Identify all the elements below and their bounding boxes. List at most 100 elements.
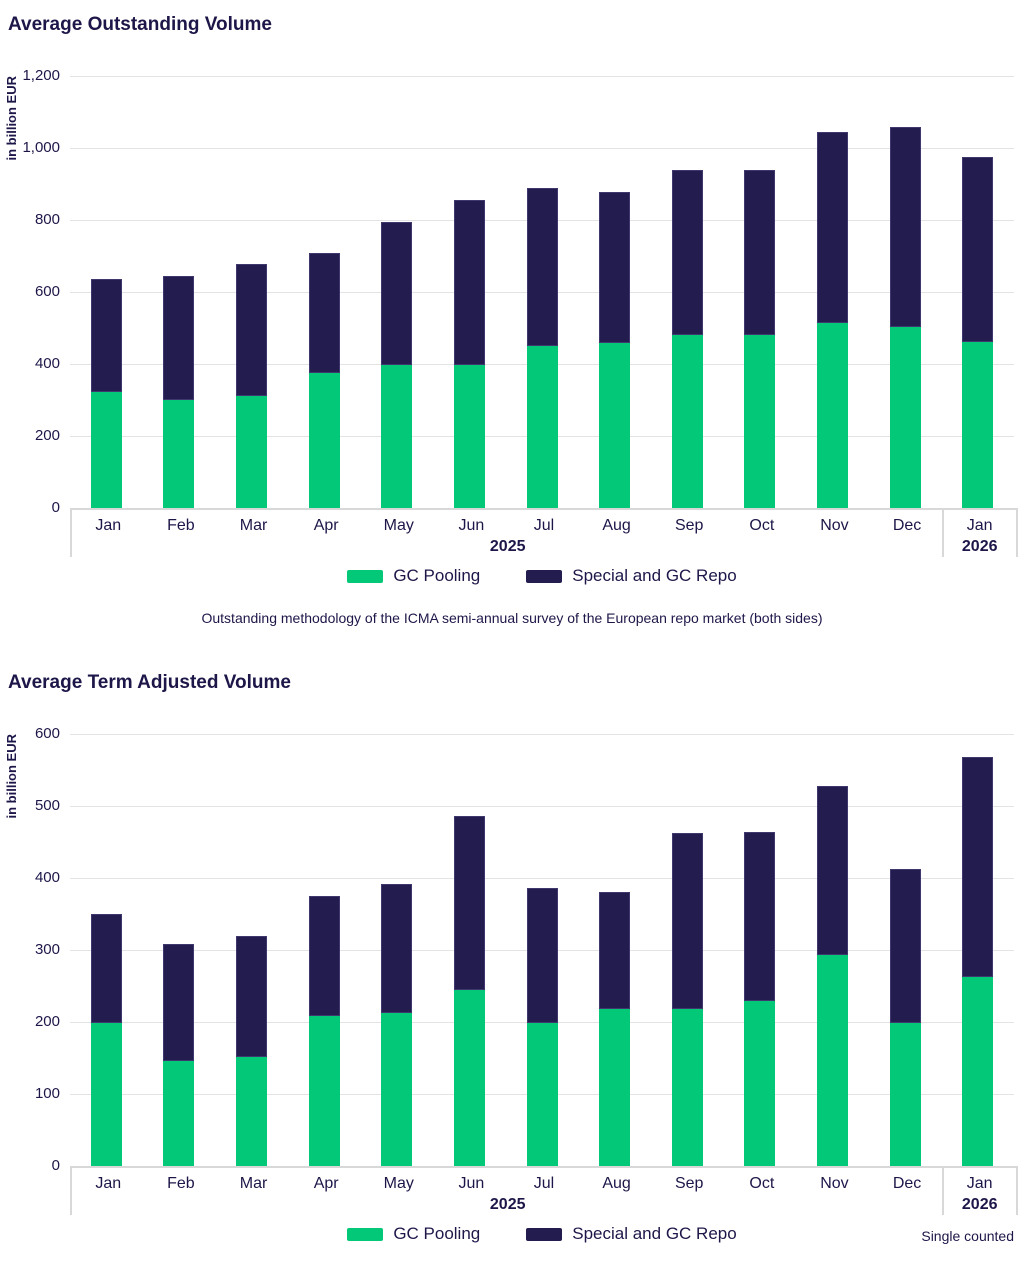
gc-pooling-segment [962, 342, 994, 508]
special-gc-repo-segment [816, 785, 848, 956]
gc-pooling-segment [526, 1023, 558, 1166]
gc-pooling-segment [816, 955, 848, 1166]
legend-label: Special and GC Repo [572, 566, 737, 585]
gc-pooling-segment [744, 335, 776, 508]
year-label: 2025 [489, 538, 526, 555]
gc-pooling-segment [90, 391, 122, 508]
plot-area [70, 75, 1014, 508]
x-tick-label: May [383, 517, 414, 534]
y-tick-label: 1,200 [22, 67, 60, 84]
special-gc-repo-segment [90, 278, 122, 392]
legend-item-gc-pooling: GC Pooling [347, 566, 480, 586]
legend-label: GC Pooling [393, 1224, 481, 1243]
methodology-footnote: Outstanding methodology of the ICMA semi… [201, 610, 823, 626]
x-tick-label: Dec [892, 517, 922, 534]
gc-pooling-swatch [347, 569, 384, 583]
special-gc-repo-segment [962, 757, 994, 978]
gc-pooling-segment [381, 365, 413, 508]
x-tick-label: Jun [458, 1175, 485, 1192]
y-tick-label: 500 [34, 797, 60, 814]
gc-pooling-segment [453, 365, 485, 508]
special-gc-repo-segment [526, 888, 558, 1024]
special-gc-repo-segment [308, 896, 340, 1016]
gc-pooling-segment [163, 400, 195, 508]
plot-area [70, 733, 1014, 1166]
special-gc-repo-segment [962, 157, 994, 343]
x-tick-label: May [383, 1175, 414, 1192]
gc-pooling-segment [381, 1012, 413, 1166]
special-gc-repo-segment [744, 170, 776, 336]
gridline [70, 147, 1014, 149]
y-tick-label: 800 [34, 211, 60, 228]
special-gc-repo-segment [236, 264, 268, 397]
x-tick-label: Aug [602, 517, 631, 534]
gc-pooling-segment [308, 373, 340, 508]
gridline [70, 733, 1014, 735]
y-tick-label: 100 [34, 1085, 60, 1102]
year-label: 2025 [489, 1196, 526, 1213]
x-tick-label: Apr [313, 1175, 339, 1192]
legend-item-special-gc-repo: Special and GC Repo [526, 566, 737, 586]
special-gc-repo-segment [381, 884, 413, 1013]
year-label: 2026 [961, 538, 998, 555]
gc-pooling-segment [236, 1057, 268, 1166]
year-divider [942, 1168, 945, 1215]
legend-label: GC Pooling [393, 566, 481, 585]
legend: GC Pooling Special and GC Repo [70, 566, 1014, 586]
legend: GC Pooling Special and GC Repo [70, 1224, 1014, 1244]
gc-pooling-segment [90, 1023, 122, 1166]
gc-pooling-swatch [347, 1227, 384, 1241]
special-gc-repo-segment [453, 200, 485, 366]
chart-title: Average Term Adjusted Volume [8, 672, 291, 693]
gc-pooling-segment [599, 342, 631, 508]
x-tick-label: Jan [966, 517, 993, 534]
x-axis: Jan Feb Mar Apr May Jun Jul Aug Sep Oct Nov Dec Jan 2… [70, 508, 1018, 557]
x-axis: Jan Feb Mar Apr May Jun Jul Aug Sep Oct Nov Dec Jan 2… [70, 1166, 1018, 1215]
x-tick-label: Sep [674, 517, 704, 534]
special-gc-repo-segment [453, 816, 485, 990]
x-tick-label: Jan [95, 517, 122, 534]
x-tick-label: Feb [167, 1175, 195, 1192]
gridline [70, 75, 1014, 77]
y-tick-label: 400 [34, 355, 60, 372]
gc-pooling-segment [599, 1009, 631, 1166]
special-gc-repo-segment [308, 253, 340, 373]
y-tick-label: 0 [51, 1157, 60, 1174]
special-gc-repo-segment [599, 191, 631, 343]
gc-pooling-segment [526, 346, 558, 508]
special-gc-repo-segment [889, 869, 921, 1024]
year-label: 2026 [961, 1196, 998, 1213]
gc-pooling-segment [816, 323, 848, 508]
x-tick-label: Mar [239, 517, 268, 534]
x-tick-label: Oct [749, 1175, 775, 1192]
y-tick-label: 200 [34, 1013, 60, 1030]
legend-item-gc-pooling: GC Pooling [347, 1224, 480, 1244]
x-tick-label: Nov [820, 1175, 849, 1192]
year-divider [942, 510, 945, 557]
y-tick-label: 400 [34, 869, 60, 886]
y-tick-label: 600 [34, 283, 60, 300]
special-gc-repo-segment [889, 127, 921, 327]
x-tick-label: Nov [820, 517, 849, 534]
x-tick-label: Oct [749, 517, 775, 534]
gc-pooling-segment [671, 334, 703, 508]
y-tick-label: 0 [51, 499, 60, 516]
average-term-adjusted-volume-chart: Average Term Adjusted Volume in billion … [0, 658, 1024, 1274]
chart-title: Average Outstanding Volume [8, 14, 272, 35]
gc-pooling-segment [671, 1009, 703, 1166]
x-tick-label: Dec [892, 1175, 922, 1192]
special-gc-repo-segment [381, 221, 413, 366]
legend-item-special-gc-repo: Special and GC Repo [526, 1224, 737, 1244]
x-tick-label: Sep [674, 1175, 704, 1192]
special-gc-repo-segment [599, 891, 631, 1010]
special-gc-repo-swatch [526, 1227, 563, 1241]
x-tick-label: Mar [239, 1175, 268, 1192]
special-gc-repo-segment [236, 936, 268, 1058]
gridline [70, 877, 1014, 879]
gc-pooling-segment [453, 989, 485, 1166]
gc-pooling-segment [889, 1023, 921, 1166]
special-gc-repo-segment [526, 188, 558, 347]
gridline [70, 805, 1014, 807]
x-tick-label: Jul [533, 517, 555, 534]
x-tick-label: Feb [167, 517, 195, 534]
